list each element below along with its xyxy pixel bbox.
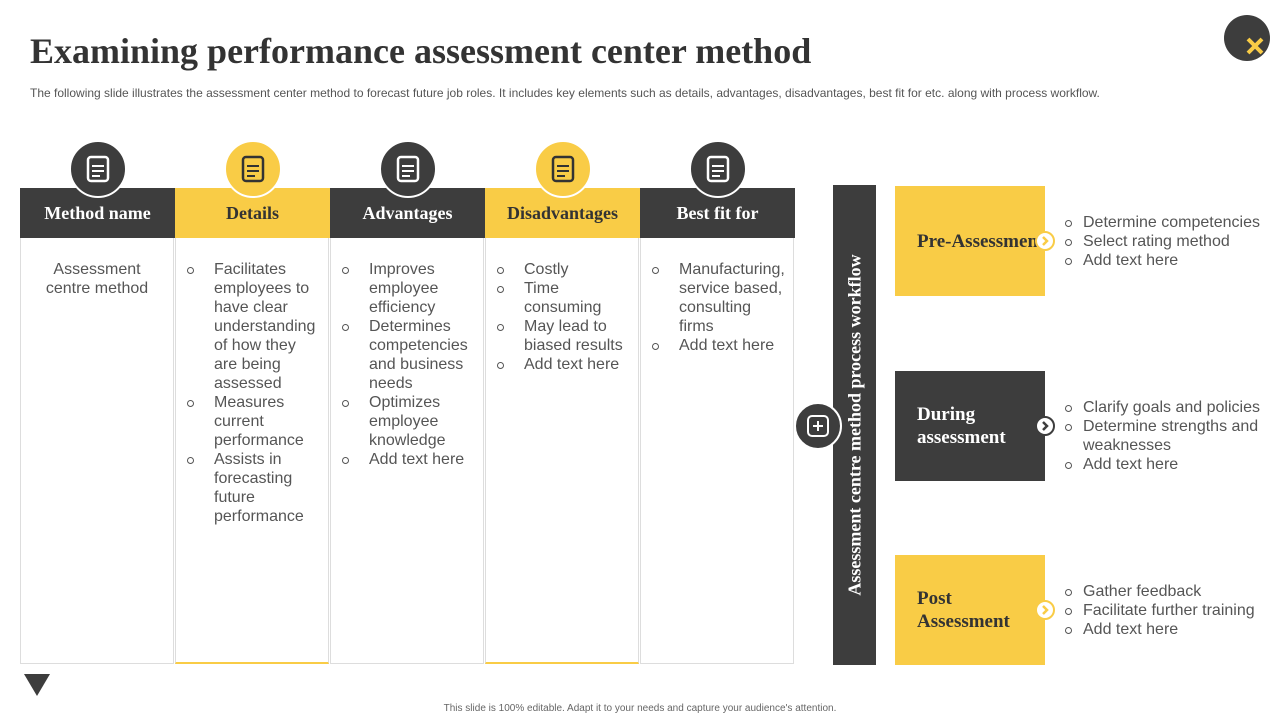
icon-glyph <box>86 155 110 183</box>
column-item: Facilitates employees to have clear unde… <box>184 260 320 393</box>
column-icon <box>534 140 592 198</box>
stage-box: During assessment <box>895 371 1045 481</box>
column-body: Assessment centre method <box>20 238 174 664</box>
workflow-label: Assessment centre method process workflo… <box>844 254 864 596</box>
column-item: Optimizes employee knowledge <box>339 393 475 450</box>
stage-item: Add text here <box>1062 620 1277 639</box>
footer: This slide is 100% editable. Adapt it to… <box>443 703 837 714</box>
icon-glyph <box>396 155 420 183</box>
stage-list: Determine competencies Select rating meth… <box>1062 213 1277 270</box>
column-list: Improves employee efficiency Determines c… <box>331 238 483 469</box>
stage-item: Add text here <box>1062 455 1277 474</box>
stage-chevron <box>1035 600 1055 620</box>
column-icon <box>69 140 127 198</box>
chevron-glyph <box>1042 236 1049 246</box>
stage-item: Clarify goals and policies <box>1062 398 1277 417</box>
column-item: Measures current performance <box>184 393 320 450</box>
column-item: Add text here <box>339 450 475 469</box>
close-icon[interactable] <box>1224 15 1270 61</box>
column-list: Facilitates employees to have clear unde… <box>176 238 328 526</box>
column-item: May lead to biased results <box>494 317 630 355</box>
column-item: Add text here <box>494 355 630 374</box>
column-item: Determines competencies and business nee… <box>339 317 475 393</box>
subtitle: The following slide illustrates the asse… <box>30 86 1100 100</box>
stage-item: Facilitate further training <box>1062 601 1277 620</box>
column-body: Manufacturing, service based, consulting… <box>640 238 794 664</box>
stage-chevron <box>1035 231 1055 251</box>
stage-item: Determine strengths and weaknesses <box>1062 417 1277 455</box>
stage-box: Pre-Assessment <box>895 186 1045 296</box>
icon-glyph <box>706 155 730 183</box>
stage-item: Select rating method <box>1062 232 1277 251</box>
workflow-glyph <box>807 415 829 437</box>
icon-glyph <box>241 155 265 183</box>
column-icon <box>224 140 282 198</box>
column-item: Add text here <box>649 336 785 355</box>
chevron-glyph <box>1042 605 1049 615</box>
column-item: Manufacturing, service based, consulting… <box>649 260 785 336</box>
column-item: Improves employee efficiency <box>339 260 475 317</box>
column-body: Costly Time consuming May lead to biased r… <box>485 238 639 664</box>
stage-list: Gather feedback Facilitate further traini… <box>1062 582 1277 639</box>
stage-item: Add text here <box>1062 251 1277 270</box>
column-icon <box>379 140 437 198</box>
title: Examining performance assessment center … <box>30 31 812 71</box>
column-item: Costly <box>494 260 630 279</box>
chevron-glyph <box>1042 421 1049 431</box>
stage-list: Clarify goals and policies Determine stre… <box>1062 398 1277 474</box>
icon-glyph <box>551 155 575 183</box>
column-text: Assessment centre method <box>45 261 149 297</box>
column-list: Costly Time consuming May lead to biased r… <box>486 238 638 374</box>
nav-triangle[interactable] <box>24 674 52 698</box>
stage-box: Post Assessment <box>895 555 1045 665</box>
workflow-icon <box>794 402 842 450</box>
stage-item: Gather feedback <box>1062 582 1277 601</box>
column-icon <box>689 140 747 198</box>
column-body: Facilitates employees to have clear unde… <box>175 238 329 664</box>
column-list: Manufacturing, service based, consulting… <box>641 238 793 355</box>
stage-chevron <box>1035 416 1055 436</box>
stage-item: Determine competencies <box>1062 213 1277 232</box>
close-glyph <box>1246 37 1264 55</box>
column-body: Improves employee efficiency Determines c… <box>330 238 484 664</box>
column-item: Assists in forecasting future performanc… <box>184 450 320 526</box>
column-item: Time consuming <box>494 279 630 317</box>
